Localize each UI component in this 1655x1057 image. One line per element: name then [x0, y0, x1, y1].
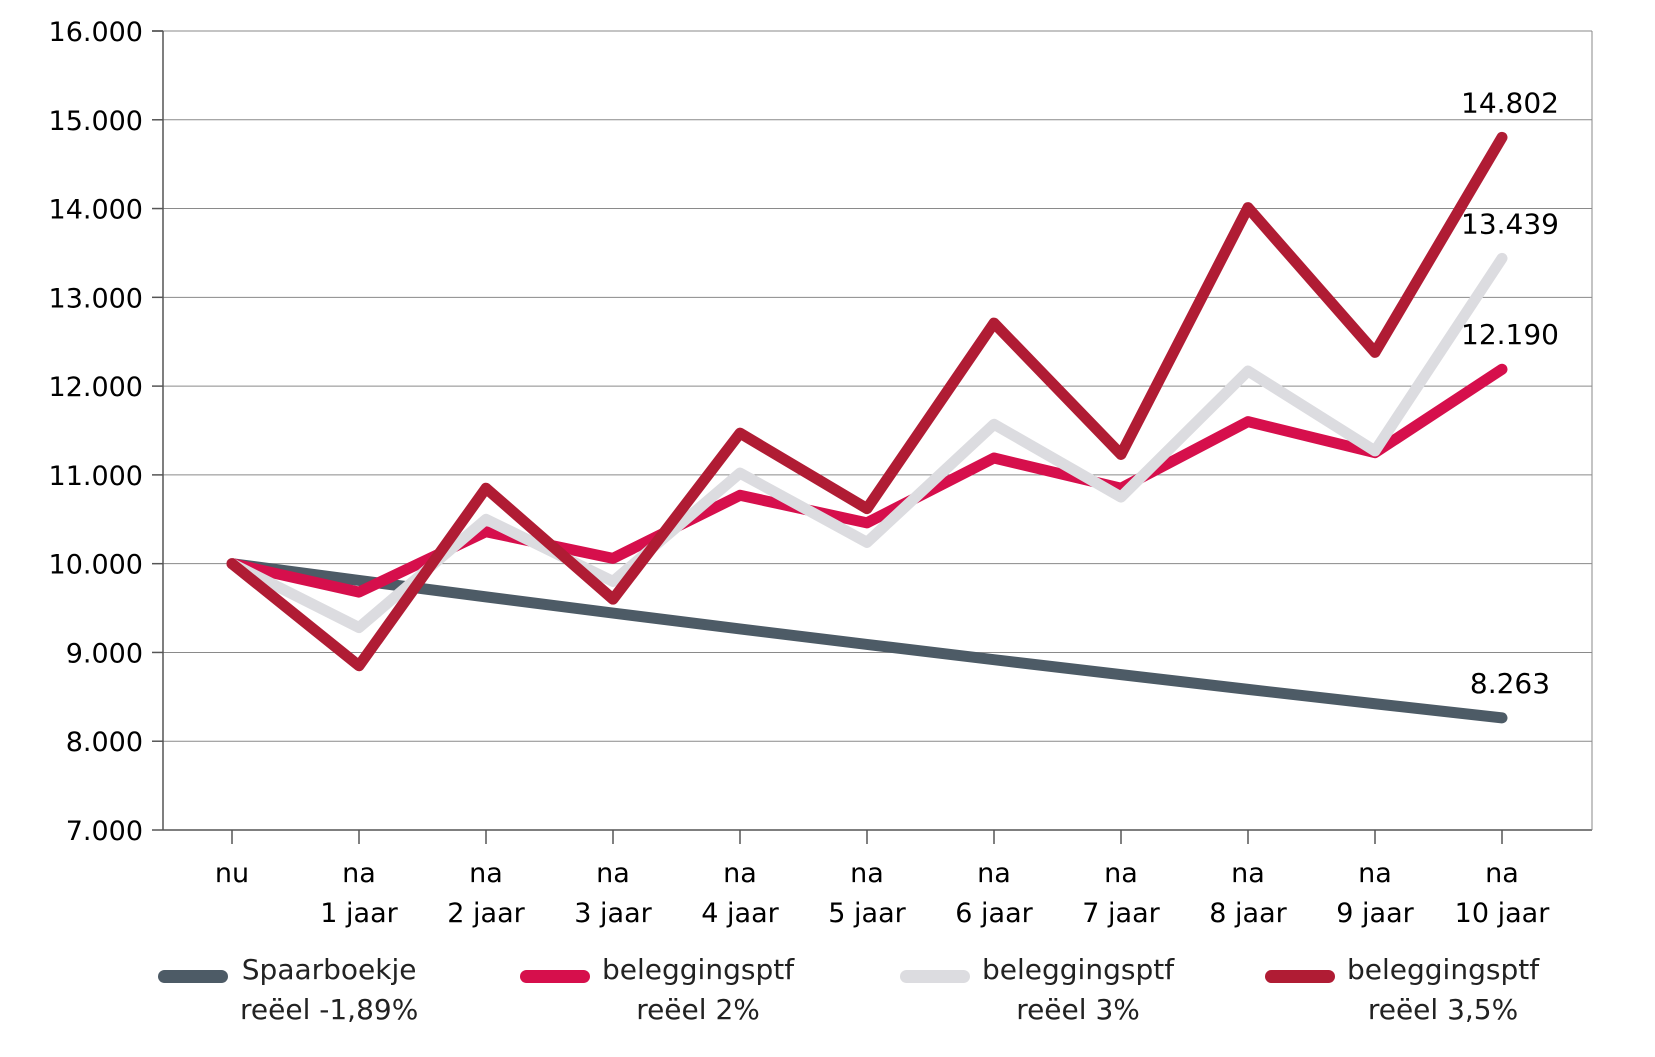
x-tick-label-line2: 4 jaar	[701, 898, 779, 929]
x-tick-label-line2: 7 jaar	[1082, 898, 1160, 929]
y-tick-label: 10.000	[49, 550, 143, 581]
y-tick-label: 16.000	[49, 17, 143, 48]
legend-swatch	[520, 970, 590, 983]
y-tick-label: 11.000	[49, 461, 143, 492]
x-tick-label-line2: 6 jaar	[955, 898, 1033, 929]
x-tick-label-line1: na	[1358, 858, 1392, 889]
x-tick-label-line1: na	[469, 858, 503, 889]
x-tick-label-line2: 9 jaar	[1336, 898, 1414, 929]
x-tick-label-line1: nu	[215, 858, 249, 889]
x-tick-label-line1: na	[596, 858, 630, 889]
legend-label-line2: reëel 2%	[636, 993, 760, 1026]
legend-label: beleggingsptf reëel 3,5%	[1347, 950, 1539, 1030]
gridlines	[163, 30, 1592, 742]
legend-label: beleggingsptf reëel 3%	[982, 950, 1174, 1030]
line-chart: 7.000 8.000 9.000 10.000 11.000 12.000 13.000 1…	[49, 17, 1593, 929]
y-tick-label: 14.000	[49, 195, 143, 226]
legend-item-beleggingsptf-3: beleggingsptf reëel 3%	[900, 950, 1174, 1030]
y-tick-label: 7.000	[66, 816, 143, 847]
axes	[152, 30, 1593, 844]
x-axis-tick-labels: nu na 1 jaar na 2 jaar na 3 jaar na 4 jaar na 5 ja…	[215, 858, 1550, 929]
x-tick-label-line1: na	[723, 858, 757, 889]
legend-item-beleggingsptf-2: beleggingsptf reëel 2%	[520, 950, 794, 1030]
y-tick-label: 9.000	[66, 638, 143, 669]
series-line-0	[226, 558, 1508, 724]
y-axis-tick-labels: 7.000 8.000 9.000 10.000 11.000 12.000 13.000 1…	[49, 17, 143, 847]
x-tick-label-line2: 10 jaar	[1455, 898, 1551, 929]
legend-label: Spaarboekje reëel -1,89%	[240, 950, 418, 1030]
end-label-2: 13.439	[1461, 207, 1559, 240]
x-tick-label-line1: na	[1104, 858, 1138, 889]
y-tick-label: 8.000	[66, 727, 143, 758]
y-tick-label: 13.000	[49, 283, 143, 314]
legend-label-line1: Spaarboekje	[241, 953, 417, 986]
series-lines	[226, 131, 1508, 724]
legend-label-line1: beleggingsptf	[982, 953, 1175, 986]
legend: Spaarboekje reëel -1,89% beleggingsptf r…	[0, 950, 1655, 1050]
legend-label-line2: reëel 3%	[1016, 993, 1140, 1026]
end-label-3: 14.802	[1461, 86, 1559, 119]
series-line-3	[226, 131, 1508, 672]
legend-label-line1: beleggingsptf	[1347, 953, 1540, 986]
x-tick-label-line1: na	[850, 858, 884, 889]
x-tick-label-line2: 2 jaar	[447, 898, 525, 929]
series-line-1	[226, 363, 1508, 598]
legend-label: beleggingsptf reëel 2%	[602, 950, 794, 1030]
legend-item-spaarboekje: Spaarboekje reëel -1,89%	[158, 950, 418, 1030]
x-tick-label-line1: na	[1231, 858, 1265, 889]
end-label-1: 12.190	[1461, 318, 1559, 351]
x-tick-label-line2: 1 jaar	[320, 898, 398, 929]
legend-swatch	[158, 970, 228, 983]
x-tick-label-line2: 8 jaar	[1209, 898, 1287, 929]
x-tick-label-line2: 3 jaar	[574, 898, 652, 929]
legend-label-line2: reëel -1,89%	[240, 993, 419, 1026]
y-tick-label: 15.000	[49, 106, 143, 137]
x-tick-label-line1: na	[1485, 858, 1519, 889]
legend-label-line2: reëel 3,5%	[1367, 993, 1519, 1026]
y-tick-label: 12.000	[49, 372, 143, 403]
legend-swatch	[900, 970, 970, 983]
end-label-0: 8.263	[1470, 667, 1550, 700]
legend-item-beleggingsptf-3-5: beleggingsptf reëel 3,5%	[1265, 950, 1539, 1030]
x-tick-label-line2: 5 jaar	[828, 898, 906, 929]
x-tick-label-line1: na	[342, 858, 376, 889]
legend-label-line1: beleggingsptf	[602, 953, 795, 986]
x-tick-label-line1: na	[977, 858, 1011, 889]
end-data-labels: 8.263 12.190 13.439 14.802	[1461, 86, 1559, 700]
legend-swatch	[1265, 970, 1335, 983]
